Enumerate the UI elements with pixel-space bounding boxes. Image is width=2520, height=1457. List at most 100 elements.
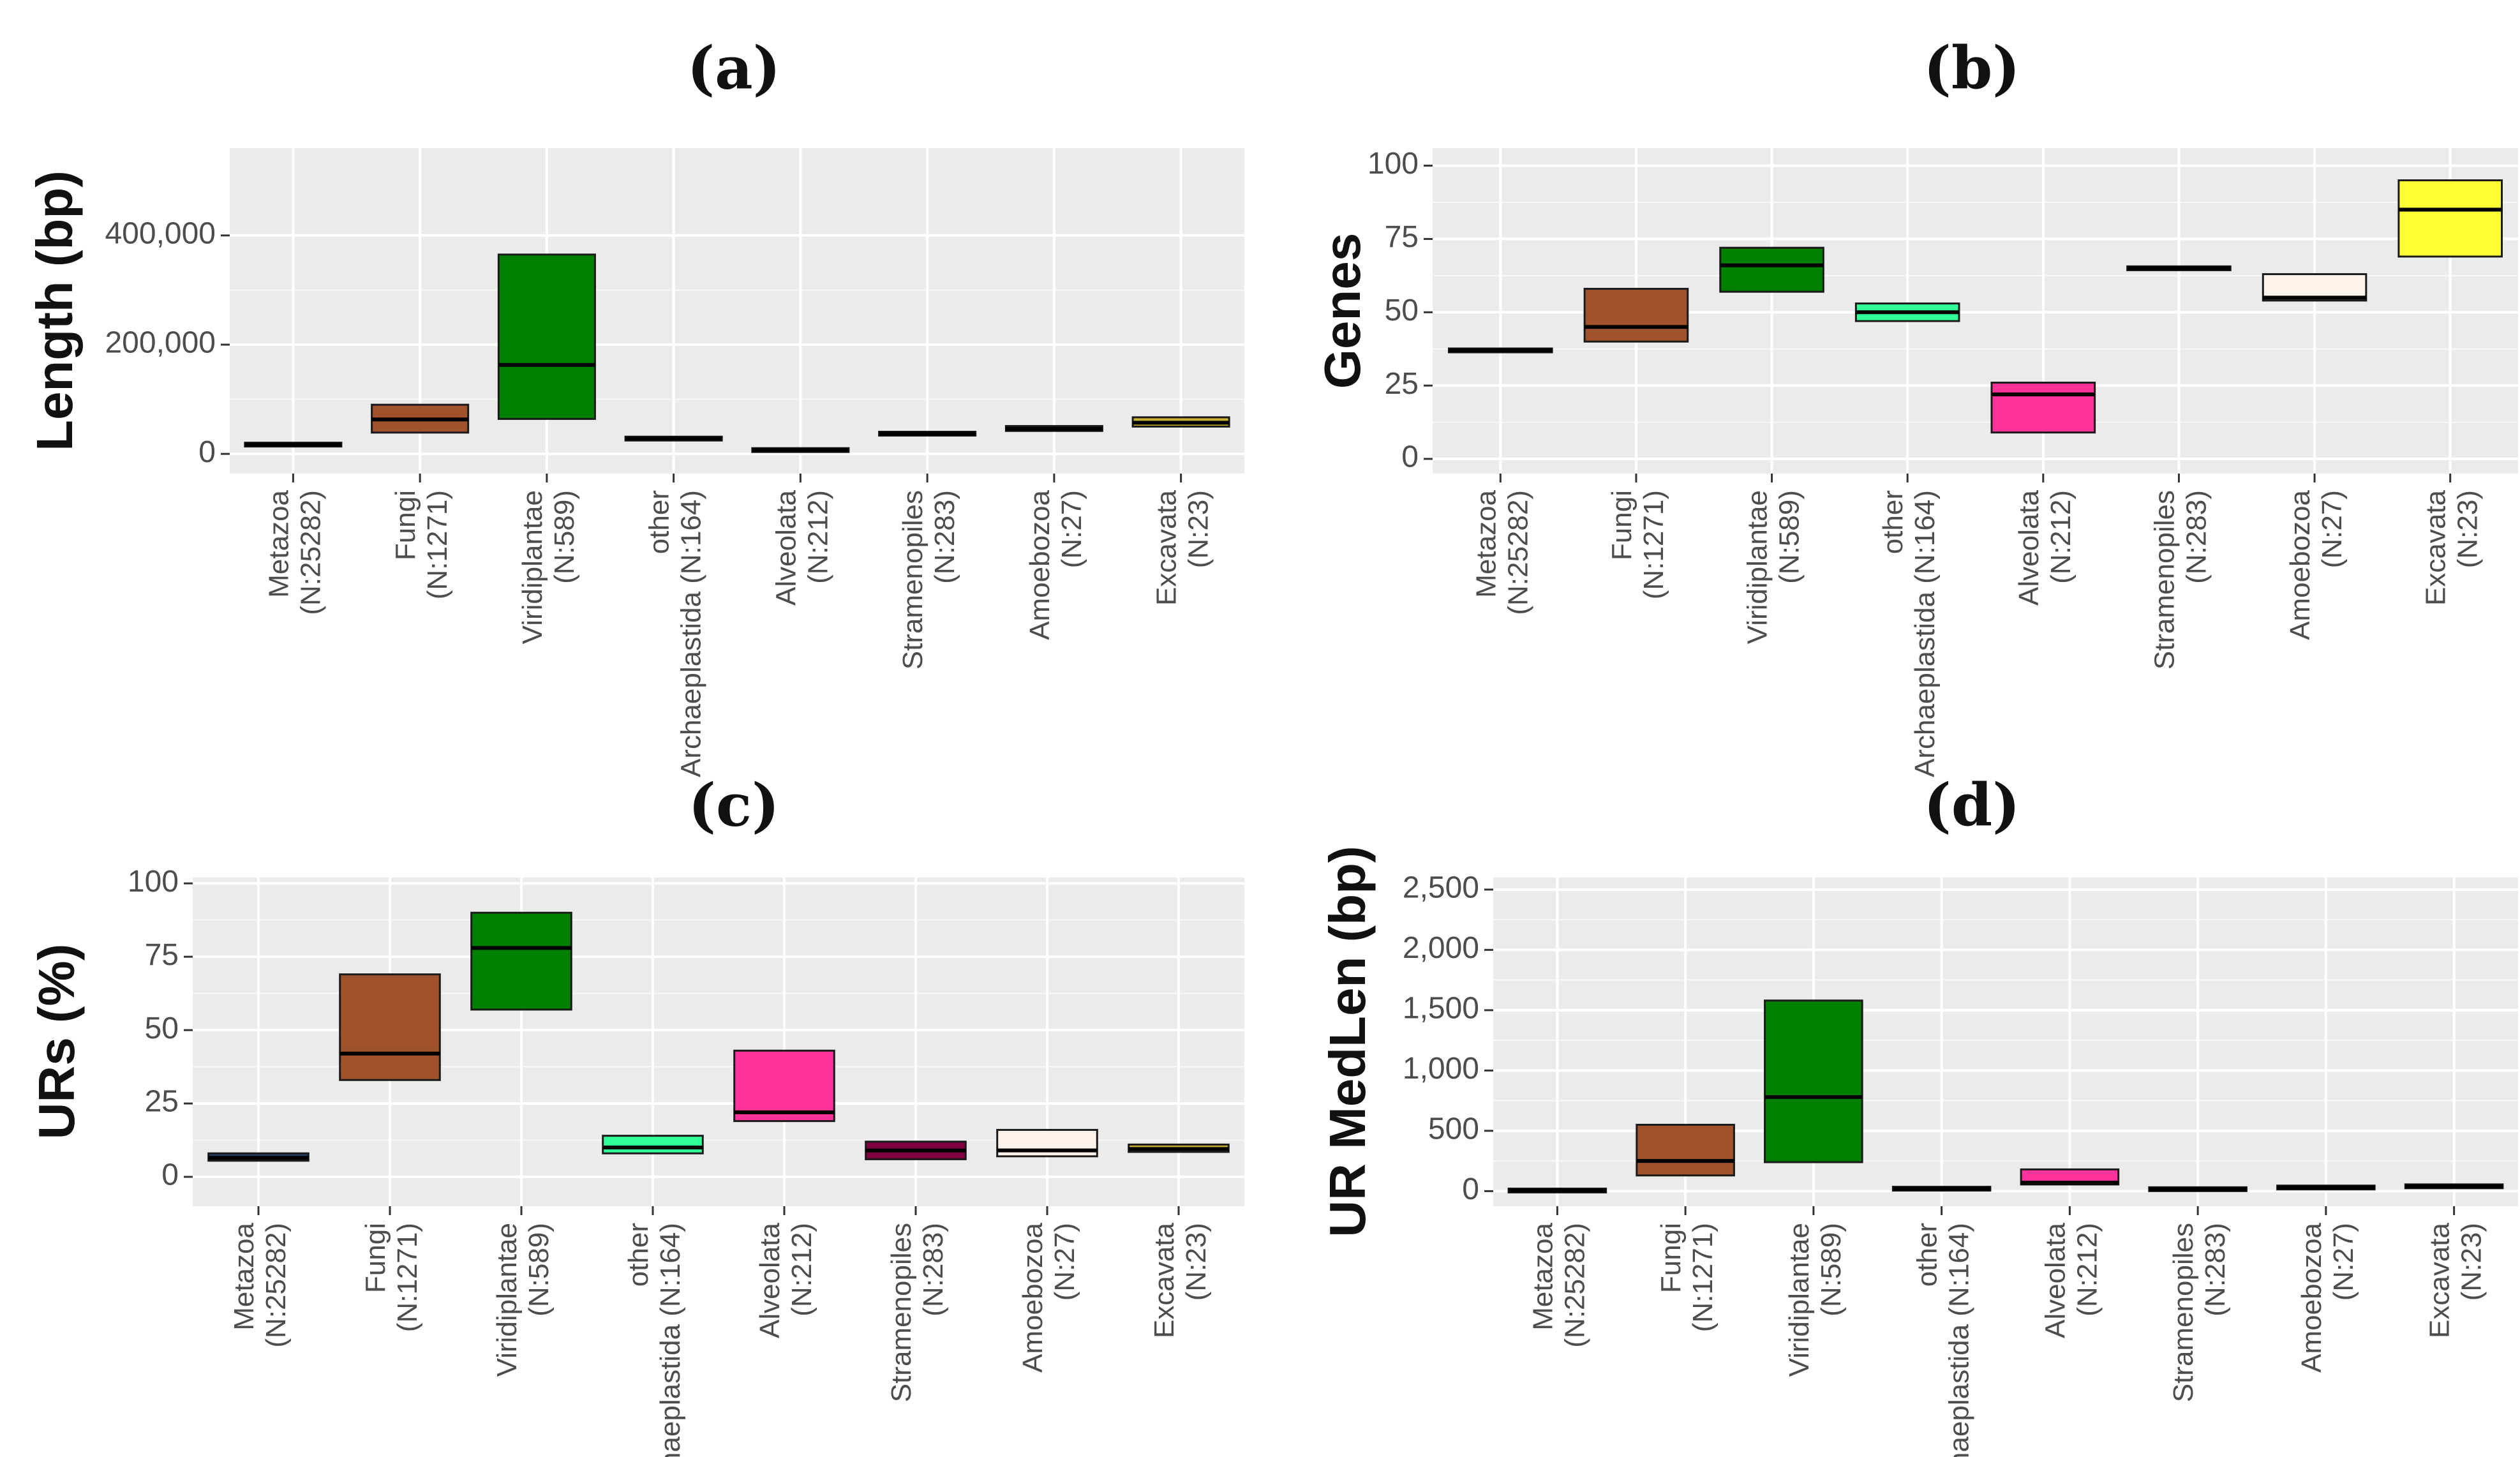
x-tick-label: Amoebozoa(N:27) [2296, 1222, 2359, 1372]
y-tick-label: 50 [1385, 294, 1419, 327]
box-2 [339, 973, 441, 1081]
y-tick-label: 200,000 [105, 326, 216, 360]
x-tick-label-line: Viridiplantae [491, 1223, 523, 1377]
x-tick-label: Stramenopiles(N:283) [897, 490, 960, 669]
x-tick-label-line: Alveolata [2039, 1222, 2071, 1338]
x-tick-label: otherArchaeplastida (N:164) [1912, 1223, 1975, 1457]
x-tick-label: Metazoa(N:25282) [1470, 489, 1533, 615]
x-tick-label-line: (N:283) [929, 490, 960, 584]
x-tick-label-line: Excavata [1151, 489, 1182, 606]
y-tick-label: 0 [161, 1158, 179, 1192]
box-2 [1583, 288, 1689, 343]
x-tick-label-line: Alveolata [754, 1222, 786, 1338]
x-tick-label-line: (N:589) [549, 490, 580, 584]
x-tick-label: Alveolata(N:212) [2013, 489, 2076, 606]
panel-title: (c) [688, 771, 779, 840]
x-tick-label-line: (N:25282) [1502, 490, 1533, 615]
x-tick-label-line: (N:589) [1815, 1223, 1847, 1317]
x-tick-label: Viridiplantae(N:589) [1784, 1223, 1847, 1377]
y-tick-label: 2,500 [1403, 871, 1479, 905]
panel-c: (c) URs (%) 0 25 50 75 100 Metazoa(N:25282) Fung… [28, 771, 1244, 1457]
x-tick-label-line: Fungi [360, 1223, 391, 1293]
x-tick-label: Viridiplantae(N:589) [491, 1223, 555, 1377]
x-tick-label: Amoebozoa(N:27) [2285, 489, 2348, 639]
y-tick-label: 0 [1401, 440, 1419, 474]
x-tick-label-line: (N:283) [2181, 490, 2212, 584]
x-tick-label: Metazoa(N:25282) [263, 489, 326, 615]
y-tick-label: 75 [1385, 220, 1419, 254]
x-tick-label-line: (N:589) [1774, 490, 1805, 584]
x-tick-label-line: (N:23) [2456, 1223, 2487, 1301]
panel-title: (d) [1923, 771, 2020, 840]
x-tick-label: Viridiplantae(N:589) [517, 490, 580, 644]
x-tick-label-line: Excavata [1149, 1222, 1180, 1338]
x-tick-label-line: (N:27) [2328, 1223, 2359, 1301]
x-tick-label-line: other [644, 490, 675, 554]
x-tick-label-line: other [623, 1223, 654, 1287]
x-tick-label: Amoebozoa(N:27) [1024, 489, 1087, 639]
x-tick-label: Fungi(N:1271) [390, 490, 453, 599]
x-tick-label-line: (N:212) [786, 1223, 817, 1317]
x-tick-label: otherArchaeplastida (N:164) [644, 490, 707, 777]
x-tick-label: Stramenopiles(N:283) [2149, 490, 2212, 669]
x-tick-label: Excavata(N:23) [1149, 1222, 1212, 1338]
x-tick-label: otherArchaeplastida (N:164) [1877, 490, 1941, 777]
x-tick-label-line: Excavata [2424, 1222, 2456, 1338]
x-tick-label: Fungi(N:1271) [360, 1223, 423, 1332]
y-tick-label: 1,000 [1403, 1052, 1479, 1086]
x-tick-label-line: (N:25282) [295, 490, 326, 615]
panel-a: (a)Length (bp)0200,000400,000Metazoa(N:2… [26, 34, 1244, 777]
box-4 [602, 1135, 704, 1154]
box-3 [470, 911, 572, 1011]
x-tick-label-line: Excavata [2420, 489, 2452, 606]
x-tick-label-line: (N:27) [1056, 490, 1087, 568]
x-tick-label-line: Viridiplantae [1742, 490, 1773, 644]
x-tick-label: Fungi(N:1271) [1655, 1223, 1719, 1332]
x-tick-label-line: Archaeplastida (N:164) [1909, 490, 1941, 777]
x-tick-label: Fungi(N:1271) [1606, 490, 1669, 599]
x-tick-label-line: Amoebozoa [1024, 489, 1055, 639]
x-tick-label: Stramenopiles(N:283) [2168, 1223, 2231, 1402]
x-tick-label-line: Fungi [1606, 490, 1637, 560]
x-tick-label-line: Metazoa [1527, 1222, 1558, 1330]
x-tick-label-line: Stramenopiles [886, 1223, 917, 1402]
x-tick-label: Stramenopiles(N:283) [886, 1223, 949, 1402]
x-tick-label: Excavata(N:23) [2424, 1222, 2487, 1338]
x-tick-label-line: Amoebozoa [1017, 1222, 1048, 1372]
x-tick-label-line: Stramenopiles [2168, 1223, 2199, 1402]
x-tick-label-line: (N:23) [2452, 490, 2484, 568]
x-tick-label-line: (N:589) [523, 1223, 555, 1317]
box-3 [1764, 999, 1863, 1163]
x-tick-label-line: (N:212) [2045, 490, 2076, 584]
x-tick-label: Amoebozoa(N:27) [1017, 1222, 1080, 1372]
x-tick-label-line: Archaeplastida (N:164) [1944, 1223, 1975, 1457]
y-tick-label: 0 [1462, 1172, 1479, 1206]
panel-title: (b) [1923, 34, 2020, 103]
y-tick-label: 500 [1428, 1112, 1479, 1146]
x-tick-label-line: Metazoa [263, 489, 294, 597]
y-tick-label: 25 [145, 1085, 179, 1119]
y-tick-label: 50 [145, 1012, 179, 1045]
y-tick-label: 2,000 [1403, 931, 1479, 965]
box-5 [1990, 382, 2096, 434]
y-axis-label: URs (%) [28, 944, 85, 1140]
y-axis-label: UR MedLen (bp) [1319, 846, 1376, 1237]
y-tick-label: 75 [145, 938, 179, 972]
x-tick-label: Metazoa(N:25282) [1527, 1222, 1590, 1347]
box-8 [2397, 179, 2503, 258]
box-3 [1719, 246, 1824, 293]
x-tick-label-line: Metazoa [228, 1222, 260, 1330]
panel-title: (a) [687, 34, 781, 103]
x-tick-label-line: Stramenopiles [2149, 490, 2180, 669]
x-tick-label-line: Amoebozoa [2296, 1222, 2327, 1372]
x-tick-label-line: Viridiplantae [517, 490, 548, 644]
y-axis-label: Length (bp) [26, 170, 83, 451]
x-tick-label-line: Fungi [1655, 1223, 1687, 1293]
box-3 [497, 253, 596, 420]
x-tick-label-line: Archaeplastida (N:164) [676, 490, 707, 777]
y-tick-label: 100 [128, 865, 179, 899]
x-tick-label: Metazoa(N:25282) [228, 1222, 292, 1347]
x-tick-label-line: (N:1271) [422, 490, 453, 599]
